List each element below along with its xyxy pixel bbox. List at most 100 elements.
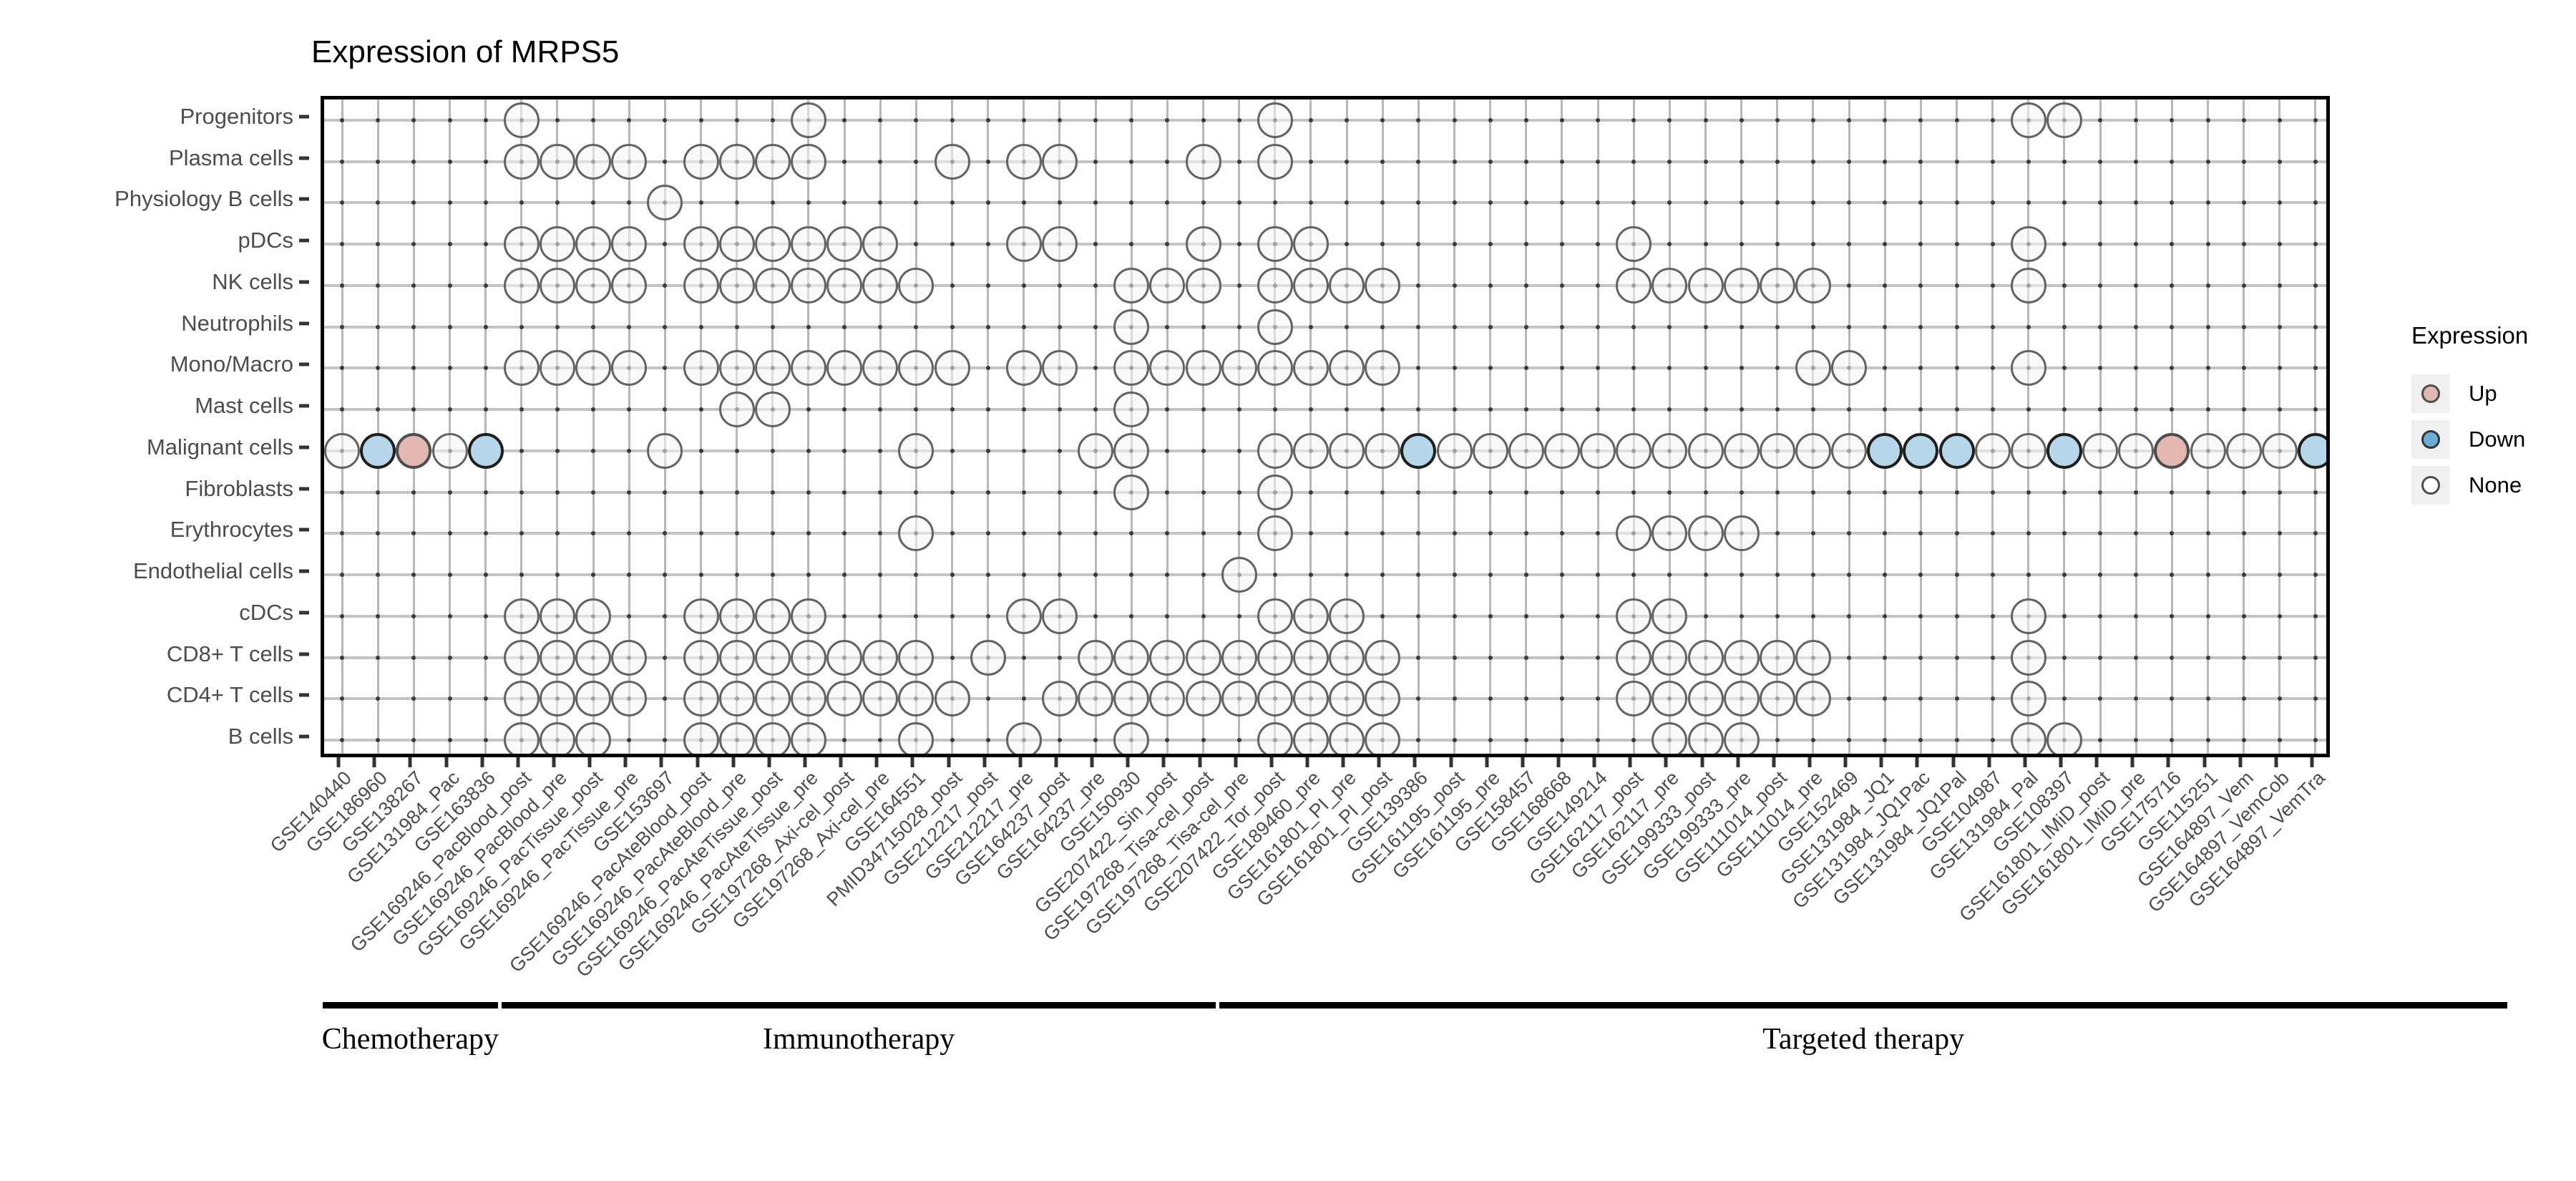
expression-dot[interactable] (575, 267, 612, 303)
expression-dot[interactable] (575, 681, 612, 717)
expression-dot[interactable] (790, 722, 826, 754)
expression-dot[interactable] (1257, 350, 1293, 387)
expression-dot[interactable] (1005, 226, 1042, 263)
expression-dot[interactable] (2225, 432, 2262, 469)
expression-dot[interactable] (1005, 722, 1042, 754)
expression-dot[interactable] (1257, 722, 1293, 754)
expression-dot[interactable] (1938, 432, 1975, 469)
expression-dot[interactable] (1759, 432, 1795, 469)
expression-dot[interactable] (2010, 639, 2046, 676)
expression-dot[interactable] (1759, 639, 1795, 676)
expression-dot[interactable] (1329, 639, 1365, 676)
expression-dot[interactable] (1436, 432, 1473, 469)
expression-dot[interactable] (611, 639, 648, 676)
expression-dot[interactable] (1113, 722, 1150, 754)
expression-dot[interactable] (790, 143, 826, 180)
expression-dot[interactable] (826, 267, 863, 303)
expression-dot[interactable] (1759, 681, 1795, 717)
expression-dot[interactable] (1185, 267, 1221, 303)
expression-dot[interactable] (539, 722, 575, 754)
expression-dot[interactable] (503, 143, 540, 180)
expression-dot[interactable] (1652, 722, 1688, 754)
expression-dot[interactable] (1041, 598, 1078, 634)
expression-dot[interactable] (718, 598, 755, 634)
expression-dot[interactable] (1292, 639, 1329, 676)
expression-dot[interactable] (1652, 432, 1688, 469)
expression-dot[interactable] (718, 226, 755, 263)
expression-dot[interactable] (718, 392, 755, 428)
expression-dot[interactable] (1652, 515, 1688, 552)
expression-dot[interactable] (826, 681, 863, 717)
expression-dot[interactable] (1257, 308, 1293, 345)
expression-dot[interactable] (1113, 639, 1150, 676)
expression-dot[interactable] (898, 267, 935, 303)
expression-dot[interactable] (1221, 557, 1257, 593)
expression-dot[interactable] (2010, 267, 2046, 303)
expression-dot[interactable] (503, 267, 540, 303)
expression-dot[interactable] (790, 102, 826, 138)
expression-dot[interactable] (2046, 432, 2082, 469)
expression-dot[interactable] (898, 432, 935, 469)
expression-dot[interactable] (503, 598, 540, 634)
expression-dot[interactable] (1005, 350, 1042, 387)
expression-dot[interactable] (539, 598, 575, 634)
expression-dot[interactable] (1041, 350, 1078, 387)
expression-dot[interactable] (1974, 432, 2011, 469)
expression-dot[interactable] (1616, 226, 1652, 263)
expression-dot[interactable] (1292, 598, 1329, 634)
expression-dot[interactable] (1149, 681, 1186, 717)
expression-dot[interactable] (790, 639, 826, 676)
expression-dot[interactable] (539, 350, 575, 387)
expression-dot[interactable] (1365, 681, 1401, 717)
expression-dot[interactable] (360, 432, 396, 469)
expression-dot[interactable] (1795, 639, 1831, 676)
expression-dot[interactable] (1078, 639, 1114, 676)
expression-dot[interactable] (1185, 639, 1221, 676)
expression-dot[interactable] (2190, 432, 2226, 469)
expression-dot[interactable] (1365, 722, 1401, 754)
expression-dot[interactable] (1723, 432, 1760, 469)
expression-dot[interactable] (1257, 143, 1293, 180)
expression-dot[interactable] (1185, 143, 1221, 180)
expression-dot[interactable] (611, 350, 648, 387)
expression-dot[interactable] (862, 267, 899, 303)
expression-dot[interactable] (2118, 432, 2155, 469)
expression-dot[interactable] (1723, 639, 1760, 676)
expression-dot[interactable] (754, 639, 791, 676)
expression-dot[interactable] (1759, 267, 1795, 303)
expression-dot[interactable] (1616, 515, 1652, 552)
expression-dot[interactable] (1292, 350, 1329, 387)
expression-dot[interactable] (1149, 350, 1186, 387)
expression-dot[interactable] (611, 143, 648, 180)
expression-dot[interactable] (1472, 432, 1508, 469)
expression-dot[interactable] (1616, 681, 1652, 717)
expression-dot[interactable] (2261, 432, 2298, 469)
expression-dot[interactable] (539, 681, 575, 717)
legend-item[interactable]: Down (2411, 417, 2576, 462)
expression-dot[interactable] (575, 598, 612, 634)
expression-dot[interactable] (1329, 432, 1365, 469)
expression-dot[interactable] (1903, 432, 1939, 469)
expression-dot[interactable] (898, 350, 935, 387)
expression-dot[interactable] (1652, 267, 1688, 303)
expression-dot[interactable] (754, 267, 791, 303)
expression-dot[interactable] (1365, 432, 1401, 469)
expression-dot[interactable] (898, 681, 935, 717)
expression-dot[interactable] (683, 598, 719, 634)
expression-dot[interactable] (1329, 598, 1365, 634)
expression-dot[interactable] (754, 226, 791, 263)
expression-dot[interactable] (2010, 102, 2046, 138)
expression-dot[interactable] (2010, 598, 2046, 634)
expression-dot[interactable] (1257, 598, 1293, 634)
expression-dot[interactable] (683, 267, 719, 303)
expression-dot[interactable] (503, 226, 540, 263)
expression-dot[interactable] (503, 722, 540, 754)
expression-dot[interactable] (683, 226, 719, 263)
expression-dot[interactable] (1149, 639, 1186, 676)
expression-dot[interactable] (1831, 432, 1868, 469)
expression-dot[interactable] (934, 681, 970, 717)
expression-dot[interactable] (1723, 267, 1760, 303)
expression-dot[interactable] (575, 350, 612, 387)
expression-dot[interactable] (1113, 432, 1150, 469)
expression-dot[interactable] (1687, 722, 1724, 754)
